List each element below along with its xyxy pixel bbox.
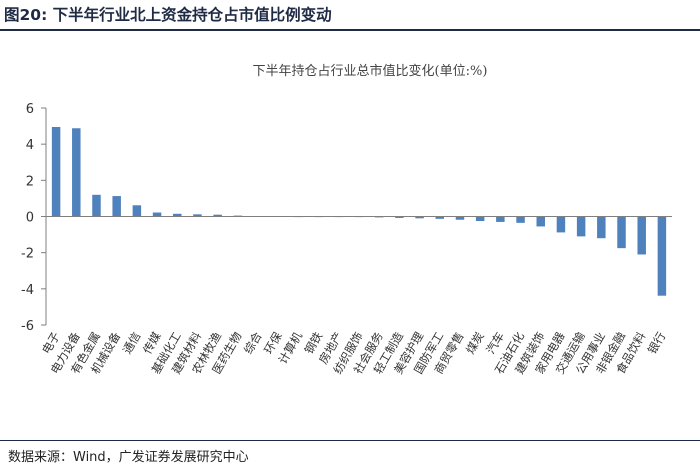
- y-tick-label: -2: [21, 247, 34, 262]
- y-axis: 6 4 2 0 -2 -4 -6: [21, 102, 47, 334]
- bar: [92, 194, 101, 217]
- bar: [132, 205, 142, 217]
- bar: [496, 216, 505, 222]
- bottom-rule: [0, 440, 700, 441]
- chart-title: 下半年持仓占行业总市值比变化(单位:%): [252, 64, 488, 79]
- y-tick-label: -4: [21, 283, 34, 298]
- bar: [536, 216, 545, 227]
- bar: [657, 216, 667, 296]
- bar: [51, 126, 61, 217]
- category-label: 综合: [241, 329, 265, 356]
- bar: [193, 214, 202, 217]
- bar: [72, 128, 81, 217]
- bar: [556, 216, 566, 233]
- bar: [597, 216, 606, 239]
- y-tick-label: -6: [21, 319, 34, 334]
- bar: [455, 216, 465, 220]
- bar: [395, 216, 404, 218]
- bar-chart: 6 4 2 0 -2 -4 -6 电子电力设备有色金属机械设备通信传媒基础化工建筑材料农林牧…: [21, 102, 672, 376]
- bar: [516, 216, 525, 223]
- bar: [576, 216, 586, 237]
- bar: [152, 212, 162, 217]
- bar: [637, 216, 646, 255]
- bars: [51, 126, 667, 296]
- category-label: 银行: [645, 330, 669, 357]
- source-note: 数据来源：Wind，广发证券发展研究中心: [8, 450, 249, 465]
- bar: [475, 216, 485, 222]
- bar: [435, 216, 445, 219]
- bar: [173, 213, 182, 217]
- y-tick-label: 0: [26, 211, 34, 226]
- bar: [213, 214, 222, 217]
- category-label: 通信: [120, 330, 144, 357]
- y-tick-label: 4: [26, 138, 34, 153]
- y-tick-label: 6: [26, 102, 34, 117]
- bar: [617, 216, 626, 249]
- category-label: 煤炭: [463, 330, 487, 357]
- top-rule: [0, 29, 700, 31]
- bar: [112, 196, 121, 217]
- figure-title: 图20: 下半年行业北上资金持仓占市值比例变动: [4, 6, 332, 24]
- category-labels: 电子电力设备有色金属机械设备通信传媒基础化工建筑材料农林牧渔医药生物综合环保计算…: [39, 329, 668, 376]
- y-tick-label: 2: [26, 174, 34, 189]
- bar: [415, 216, 424, 219]
